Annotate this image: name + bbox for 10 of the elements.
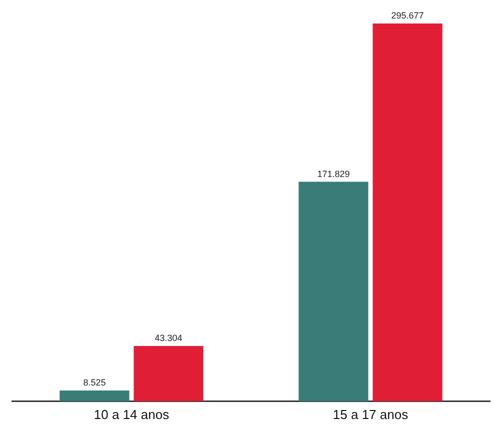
x-tick-label: 10 a 14 anos bbox=[94, 406, 170, 422]
bar bbox=[60, 390, 130, 402]
data-label: 43.304 bbox=[154, 333, 182, 344]
bar bbox=[298, 182, 368, 402]
data-label: 8.525 bbox=[83, 377, 106, 388]
bar bbox=[134, 346, 204, 402]
data-label: 295.677 bbox=[391, 10, 424, 21]
x-tick-label: 15 a 17 anos bbox=[332, 406, 409, 422]
bar bbox=[372, 24, 442, 402]
data-label: 171.829 bbox=[317, 168, 350, 179]
